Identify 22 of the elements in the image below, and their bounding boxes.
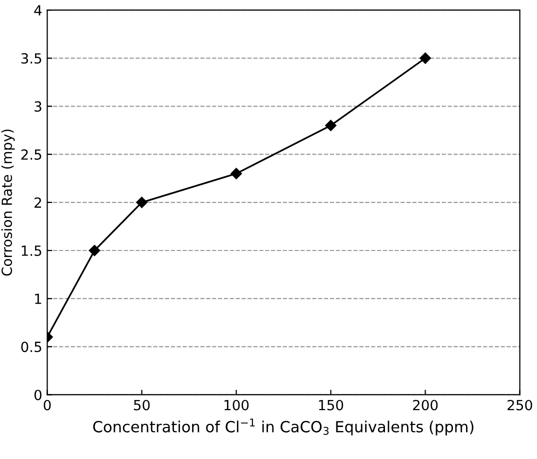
point xyxy=(230,168,242,180)
x-tick-label: 100 xyxy=(224,400,249,410)
point xyxy=(88,244,100,256)
x-tick-label: 250 xyxy=(508,400,532,410)
y-tick-label: 3 xyxy=(34,101,42,112)
y-tick-label: 2 xyxy=(34,197,42,208)
x-tick-label: 150 xyxy=(319,400,344,410)
x-tick-label: 0 xyxy=(44,400,51,410)
x-tick-label: 50 xyxy=(134,400,150,410)
y-tick-label: 3.5 xyxy=(21,53,42,64)
x-axis-title: Concentration of Cl$^{−1}$ in CaCO$_{3}$ Equivalents (ppm) xyxy=(93,418,474,436)
y-tick-label: 1 xyxy=(35,294,42,304)
point xyxy=(325,120,336,132)
y-tick-label: 0.5 xyxy=(21,342,42,352)
y-tick-label: 1.5 xyxy=(22,246,42,256)
y-axis-title: Corrosion Rate (mpy) xyxy=(1,130,15,276)
y-tick-label: 2.5 xyxy=(21,149,42,160)
point xyxy=(136,196,148,208)
y-tick-label: 0 xyxy=(34,390,42,400)
x-tick-label: 200 xyxy=(413,400,438,410)
y-tick-label: 4 xyxy=(34,5,42,16)
point xyxy=(420,52,431,64)
